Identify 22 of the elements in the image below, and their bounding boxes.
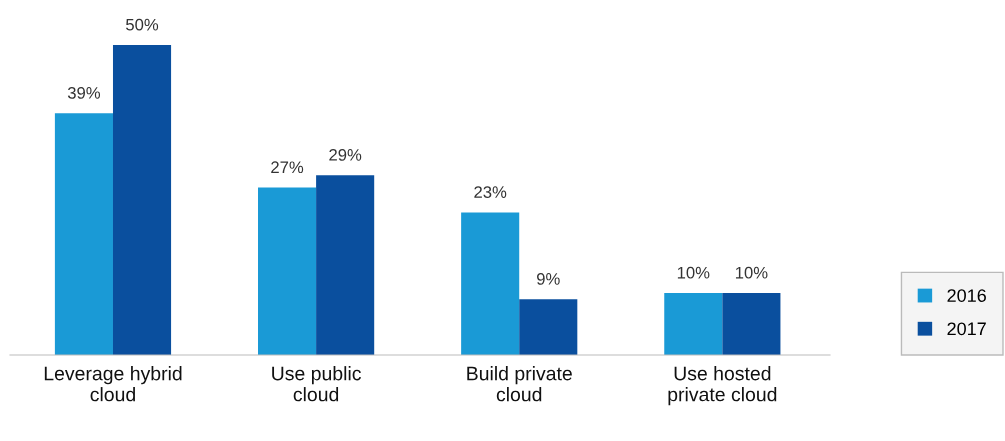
data-label: 27% [271,161,304,174]
x-tick-label: Leverage hybrid cloud [44,366,182,402]
bar [519,299,578,355]
legend-label: 2017 [947,322,986,336]
bar [722,292,781,355]
data-label: 9% [537,272,560,285]
legend-label: 2016 [947,289,986,302]
bar [664,292,723,355]
bar [258,187,317,355]
bar [461,212,520,355]
x-tick-label: Use public cloud [272,366,361,402]
x-tick-label: Use hosted private cloud [668,366,777,406]
data-label: 39% [67,86,101,99]
data-label: 23% [474,186,507,198]
bar [316,175,375,355]
x-tick-label: Build private cloud [467,366,572,402]
data-label: 10% [677,266,710,279]
bar [54,113,113,355]
data-label: 10% [735,266,768,279]
data-label: 50% [126,18,159,31]
bar [112,44,172,355]
data-label: 29% [329,148,362,161]
